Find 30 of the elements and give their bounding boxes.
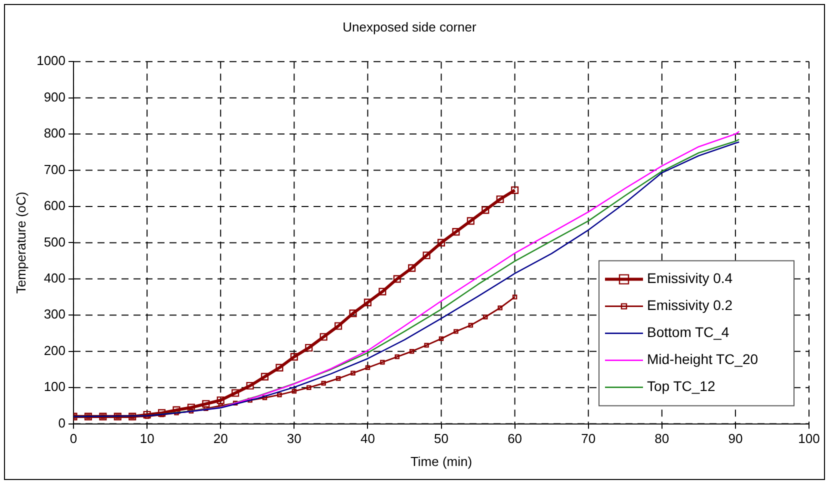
chart-title: Unexposed side corner <box>342 19 478 34</box>
y-tick-label: 600 <box>44 198 66 214</box>
y-tick-label: 700 <box>44 162 66 177</box>
y-tick-label: 200 <box>44 342 66 358</box>
legend-label: Emissivity 0.2 <box>647 297 733 314</box>
x-tick-label: 90 <box>728 431 743 446</box>
legend-label: Emissivity 0.4 <box>647 270 733 286</box>
legend-label: Top TC_12 <box>647 378 716 394</box>
x-tick-label: 70 <box>581 431 596 446</box>
x-tick-label: 0 <box>70 431 78 446</box>
x-tick-label: 10 <box>140 431 154 446</box>
y-tick-label: 0 <box>58 415 66 430</box>
x-tick-label: 30 <box>286 431 302 446</box>
x-tick-label: 40 <box>360 431 375 446</box>
legend-label: Bottom TC_4 <box>647 324 730 340</box>
y-tick-label: 300 <box>44 306 66 322</box>
x-axis-title: Time (min) <box>410 454 472 469</box>
y-axis-title: Temperature (oC) <box>13 192 28 294</box>
y-tick-label: 500 <box>44 234 66 250</box>
x-tick-label: 50 <box>434 431 448 446</box>
y-tick-label: 100 <box>44 379 66 394</box>
legend-label: Mid-height TC_20 <box>647 351 758 368</box>
x-tick-label: 20 <box>213 431 228 446</box>
x-tick-label: 80 <box>654 431 670 446</box>
x-tick-label: 100 <box>798 431 820 446</box>
y-tick-label: 800 <box>44 126 66 141</box>
y-tick-label: 400 <box>44 270 66 286</box>
y-tick-label: 1000 <box>36 53 66 68</box>
y-tick-label: 900 <box>44 89 66 104</box>
x-tick-label: 60 <box>508 431 522 446</box>
